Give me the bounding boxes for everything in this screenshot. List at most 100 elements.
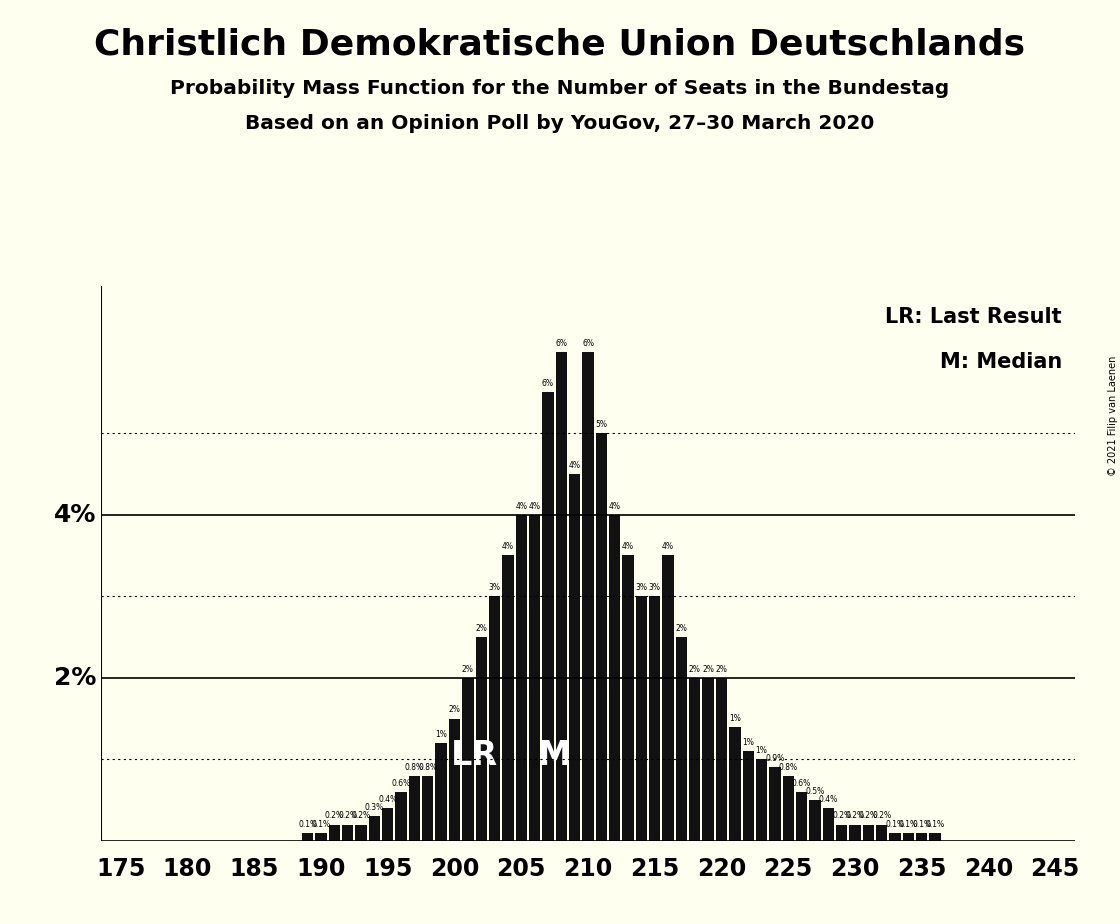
Text: 3%: 3% [488,583,501,592]
Bar [810,800,821,841]
Text: 2%: 2% [55,666,96,690]
Bar [409,775,420,841]
Bar [556,352,567,841]
Text: 3%: 3% [635,583,647,592]
Bar [916,833,927,841]
Text: 0.1%: 0.1% [925,820,944,829]
Bar [609,515,620,841]
Text: 5%: 5% [596,420,607,429]
Text: 0.2%: 0.2% [352,811,371,821]
Text: 3%: 3% [648,583,661,592]
Bar [889,833,900,841]
Bar [636,596,647,841]
Text: 0.1%: 0.1% [886,820,905,829]
Bar [689,678,700,841]
Text: 6%: 6% [582,338,594,347]
Text: 1%: 1% [436,730,447,739]
Bar [355,824,366,841]
Text: 6%: 6% [556,338,568,347]
Bar [395,792,407,841]
Bar [476,637,487,841]
Bar [502,555,514,841]
Bar [489,596,501,841]
Bar [596,433,607,841]
Bar [342,824,354,841]
Bar [368,817,380,841]
Bar [862,824,874,841]
Text: 2%: 2% [716,664,727,674]
Text: © 2021 Filip van Laenen: © 2021 Filip van Laenen [1108,356,1118,476]
Bar [328,824,340,841]
Text: 4%: 4% [608,502,620,511]
Text: 0.3%: 0.3% [365,803,384,812]
Text: 0.8%: 0.8% [778,762,797,772]
Bar [582,352,594,841]
Bar [716,678,727,841]
Bar [623,555,634,841]
Text: 0.2%: 0.2% [859,811,878,821]
Text: 0.6%: 0.6% [792,779,811,788]
Bar [729,726,740,841]
Text: 0.8%: 0.8% [418,762,438,772]
Text: 4%: 4% [569,461,580,470]
Bar [436,743,447,841]
Text: 0.1%: 0.1% [298,820,317,829]
Text: 0.4%: 0.4% [379,796,398,804]
Text: M: Median: M: Median [940,352,1062,371]
Text: 0.1%: 0.1% [898,820,918,829]
Text: 4%: 4% [502,542,514,552]
Text: 0.8%: 0.8% [405,762,424,772]
Bar [903,833,914,841]
Bar [756,760,767,841]
Bar [836,824,848,841]
Bar [302,833,314,841]
Text: 0.2%: 0.2% [846,811,865,821]
Bar [796,792,808,841]
Bar [675,637,687,841]
Bar [542,393,553,841]
Bar [449,719,460,841]
Text: LR: Last Result: LR: Last Result [885,307,1062,327]
Text: 1%: 1% [743,738,754,748]
Text: 6%: 6% [542,380,554,388]
Text: 0.1%: 0.1% [311,820,330,829]
Text: 2%: 2% [675,624,688,633]
Bar [316,833,327,841]
Text: 0.2%: 0.2% [872,811,892,821]
Bar [849,824,860,841]
Bar [702,678,713,841]
Text: 0.6%: 0.6% [392,779,411,788]
Text: 0.1%: 0.1% [912,820,931,829]
Text: 4%: 4% [515,502,528,511]
Text: 4%: 4% [55,503,96,527]
Bar [569,474,580,841]
Bar [515,515,526,841]
Text: Based on an Opinion Poll by YouGov, 27–30 March 2020: Based on an Opinion Poll by YouGov, 27–3… [245,114,875,133]
Text: Probability Mass Function for the Number of Seats in the Bundestag: Probability Mass Function for the Number… [170,79,950,98]
Bar [930,833,941,841]
Text: 2%: 2% [449,705,460,714]
Text: 4%: 4% [662,542,674,552]
Bar [382,808,393,841]
Bar [769,768,781,841]
Text: 0.2%: 0.2% [325,811,344,821]
Text: 4%: 4% [622,542,634,552]
Text: 0.9%: 0.9% [765,754,784,763]
Text: 0.2%: 0.2% [832,811,851,821]
Text: M: M [538,738,571,772]
Text: 2%: 2% [702,664,715,674]
Text: 1%: 1% [756,747,767,755]
Bar [662,555,674,841]
Bar [463,678,474,841]
Text: 4%: 4% [529,502,541,511]
Text: LR: LR [451,738,498,772]
Text: 2%: 2% [689,664,701,674]
Bar [783,775,794,841]
Bar [529,515,540,841]
Text: 2%: 2% [461,664,474,674]
Bar [422,775,433,841]
Text: 0.4%: 0.4% [819,796,838,804]
Bar [650,596,661,841]
Text: 0.2%: 0.2% [338,811,357,821]
Text: 1%: 1% [729,713,740,723]
